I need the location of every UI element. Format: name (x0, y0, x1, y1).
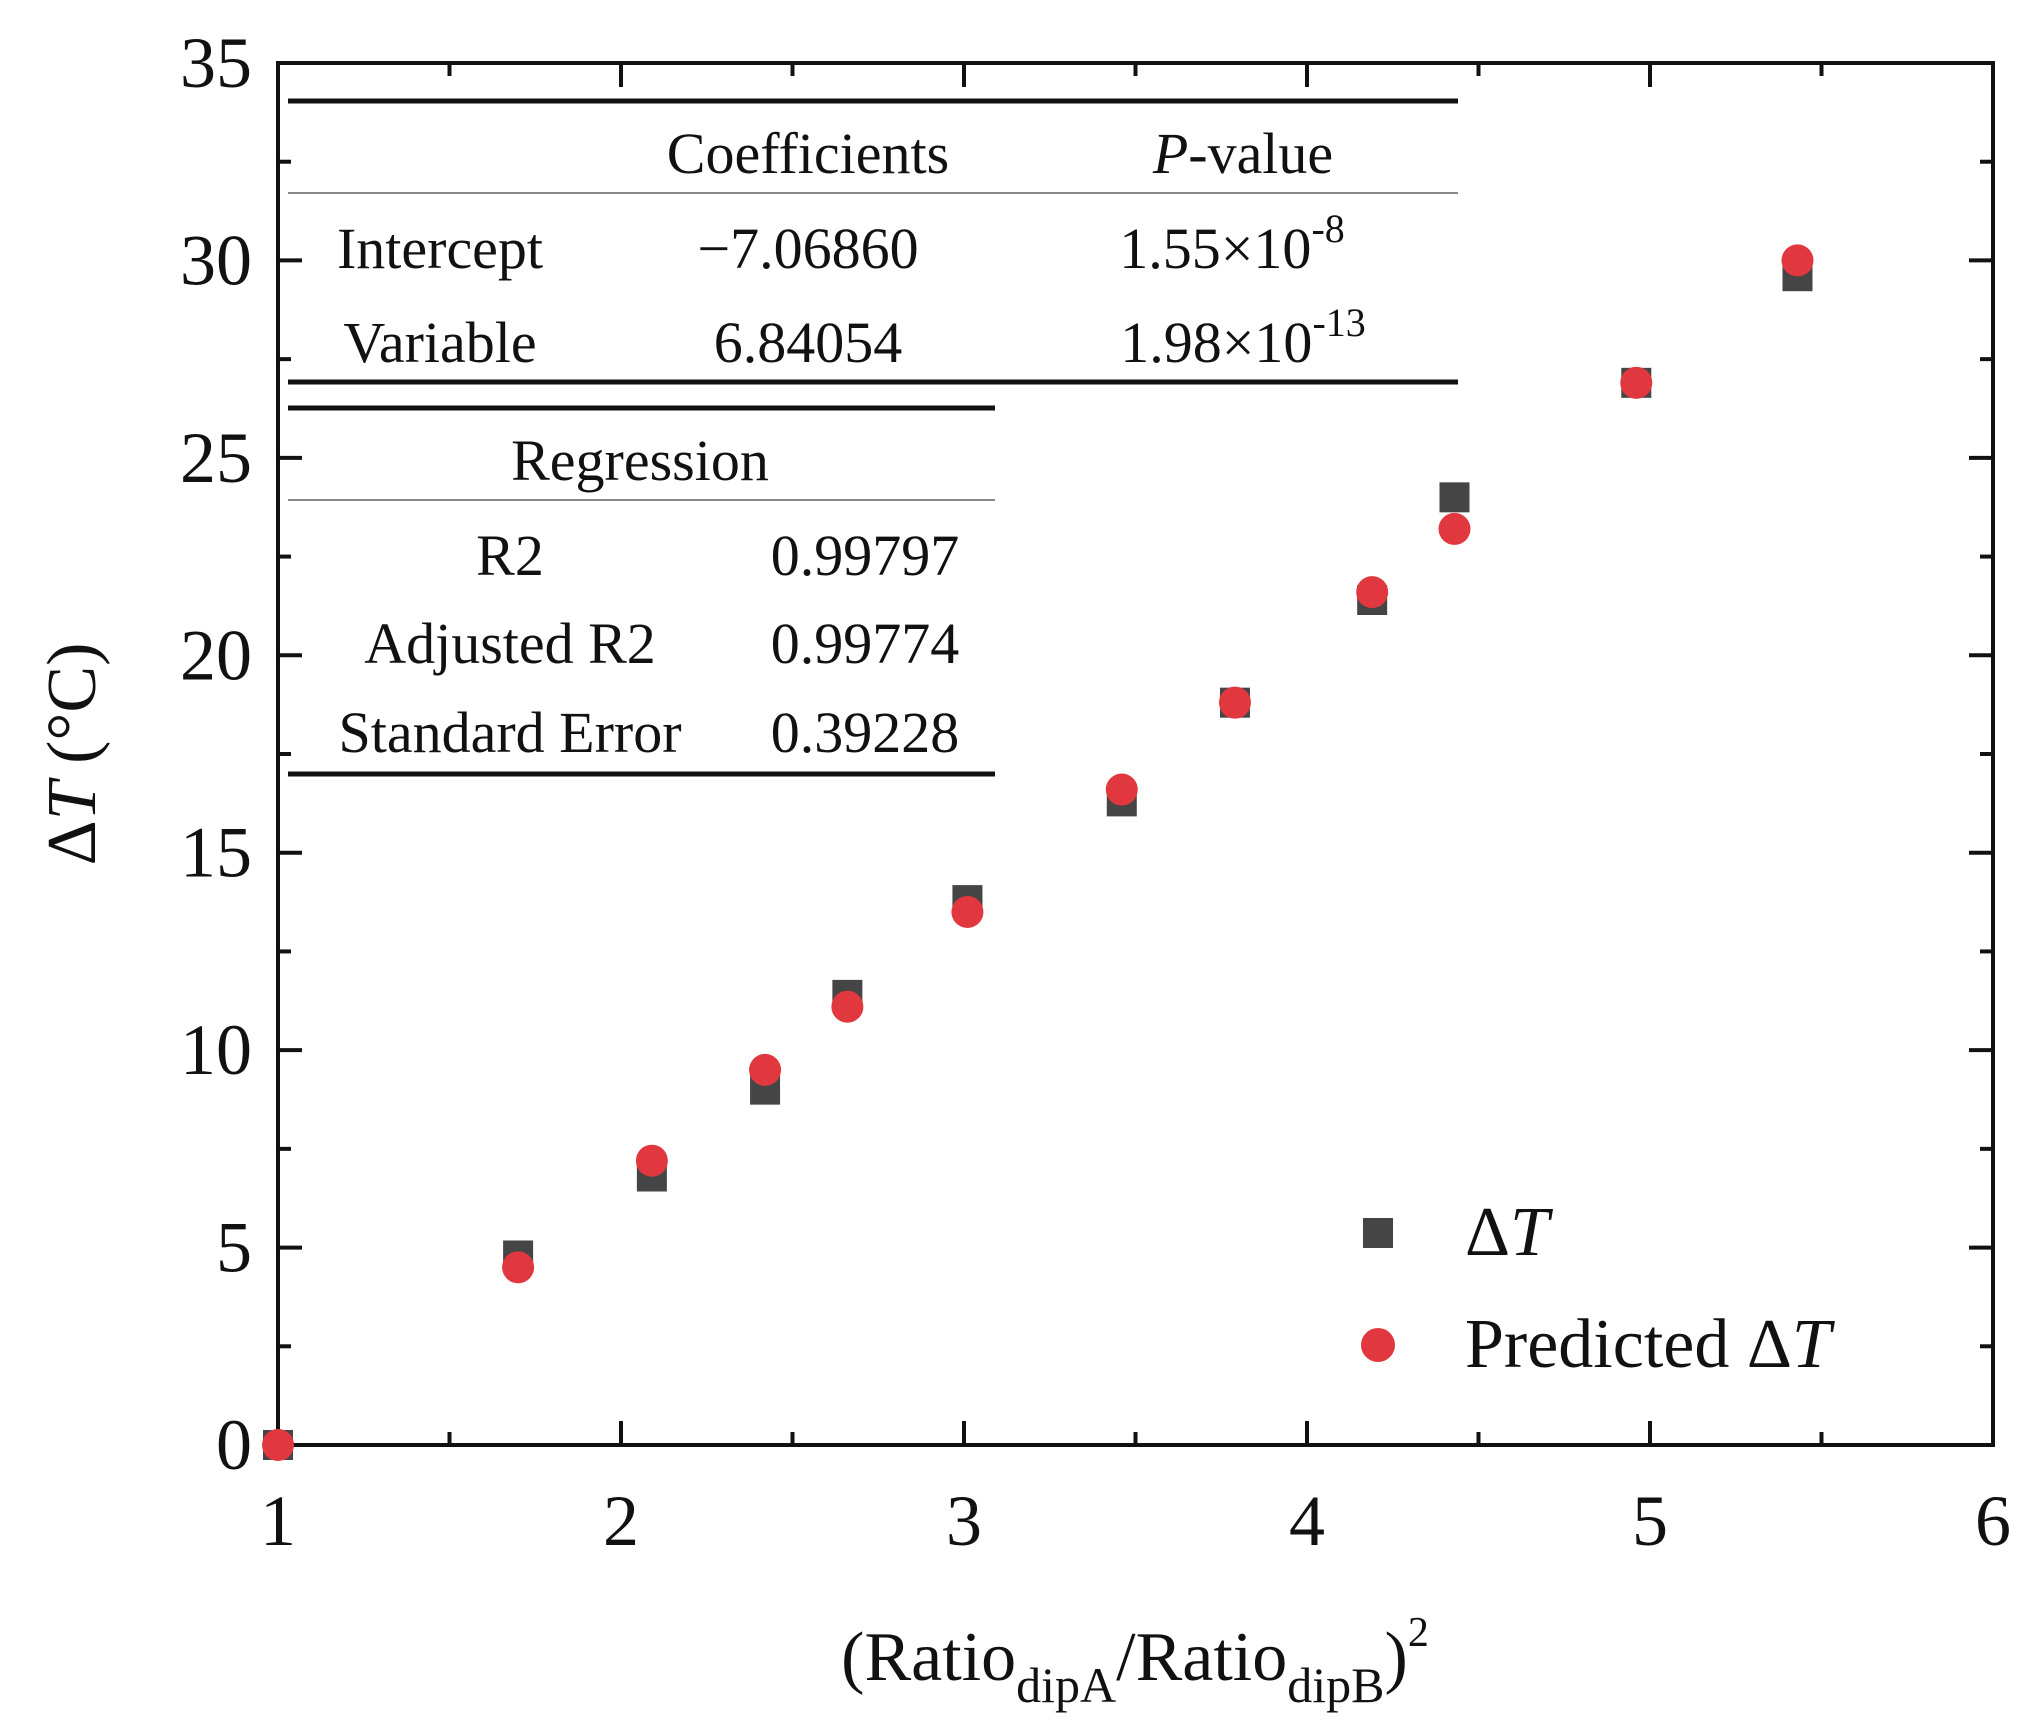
x-tick-labels: 1 2 3 4 5 6 (260, 1481, 2011, 1561)
y-tick-label: 35 (180, 23, 252, 103)
data-point-circle (951, 895, 984, 928)
reg-table-title: Regression (511, 428, 769, 493)
reg-row-standard-error-value: 0.39228 (771, 700, 960, 765)
data-point-circle (1620, 366, 1653, 399)
data-point-circle (502, 1251, 535, 1284)
reg-row-adjusted-r2-label: Adjusted R2 (364, 611, 656, 676)
data-point-circle (635, 1144, 668, 1177)
reg-row-standard-error-label: Standard Error (338, 700, 681, 765)
legend: ΔT Predicted ΔT (1361, 1194, 1836, 1383)
data-point-circle (1105, 773, 1138, 806)
x-tick-label: 1 (260, 1481, 296, 1561)
coefficients-table: Coefficients P-value Intercept −7.06860 … (288, 98, 1458, 385)
x-tick-label: 5 (1632, 1481, 1668, 1561)
legend-marker-square (1363, 1218, 1393, 1248)
y-tick-label: 10 (180, 1010, 252, 1090)
coef-row-variable-pvalue: 1.98×10-13 (1120, 300, 1366, 375)
x-tick-label: 2 (603, 1481, 639, 1561)
reg-row-r2-label: R2 (476, 523, 544, 588)
x-axis-title: (RatiodipA/RatiodipB)2 (841, 1610, 1429, 1713)
coef-row-variable-coef: 6.84054 (714, 310, 903, 375)
legend-marker-circle (1361, 1328, 1395, 1362)
coef-row-variable-label: Variable (343, 310, 536, 375)
y-tick-label: 30 (180, 220, 252, 300)
y-tick-label: 5 (216, 1208, 252, 1288)
y-tick-label: 15 (180, 813, 252, 893)
coef-header-coefficients: Coefficients (667, 121, 949, 186)
y-tick-labels: 0 5 10 15 20 25 30 35 (180, 23, 252, 1485)
data-point-square (1439, 482, 1470, 513)
x-tick-label: 4 (1289, 1481, 1325, 1561)
data-point-circle (1356, 576, 1389, 609)
y-tick-label: 25 (180, 418, 252, 498)
coef-row-intercept-coef: −7.06860 (697, 216, 918, 281)
y-axis-title: ΔT (°C) (34, 643, 111, 866)
legend-label-predicted: Predicted ΔT (1465, 1306, 1836, 1383)
series-predicted-dt (262, 244, 1814, 1461)
coef-row-intercept-label: Intercept (337, 216, 543, 281)
reg-row-r2-value: 0.99797 (771, 523, 960, 588)
axis-ticks (276, 61, 1995, 1447)
legend-label-measured: ΔT (1465, 1194, 1554, 1271)
data-point-circle (831, 990, 864, 1023)
y-tick-label: 0 (216, 1405, 252, 1485)
coef-header-pvalue: P-value (1152, 121, 1333, 186)
regression-table: Regression R2 0.99797 Adjusted R2 0.9977… (288, 405, 995, 777)
reg-row-adjusted-r2-value: 0.99774 (771, 611, 960, 676)
data-point-circle (262, 1429, 294, 1461)
data-point-circle (1218, 686, 1251, 719)
x-tick-label: 3 (946, 1481, 982, 1561)
y-tick-label: 20 (180, 615, 252, 695)
data-point-circle (1781, 244, 1814, 277)
coef-row-intercept-pvalue: 1.55×10-8 (1119, 206, 1345, 281)
data-point-circle (749, 1053, 782, 1086)
x-tick-label: 6 (1975, 1481, 2011, 1561)
series-measured-dt (263, 261, 1813, 1460)
data-point-circle (1438, 512, 1471, 545)
